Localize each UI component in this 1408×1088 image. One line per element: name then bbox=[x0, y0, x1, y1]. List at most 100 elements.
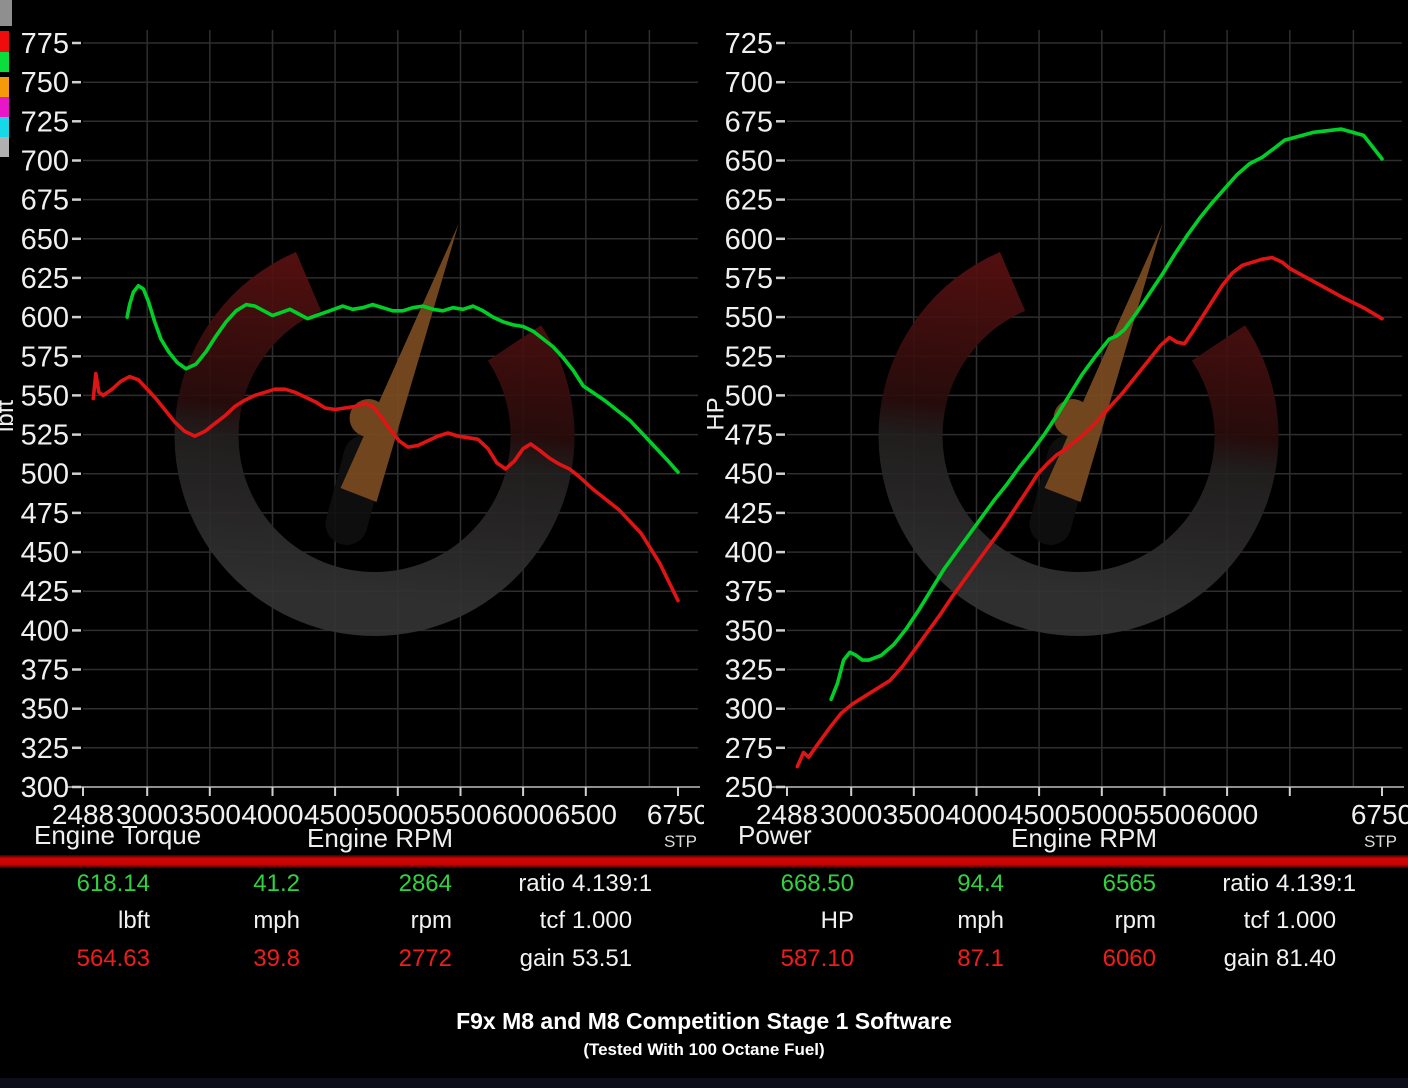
stock-power-curve bbox=[795, 255, 1384, 769]
svg-text:700: 700 bbox=[725, 67, 773, 99]
svg-text:3500: 3500 bbox=[179, 799, 241, 830]
gain-label: gain bbox=[519, 945, 565, 972]
power-base-rpm: 6060 bbox=[1102, 945, 1156, 972]
svg-text:300: 300 bbox=[21, 772, 69, 804]
svg-text:325: 325 bbox=[725, 655, 773, 687]
svg-text:5500: 5500 bbox=[1133, 799, 1195, 830]
svg-text:575: 575 bbox=[21, 341, 69, 373]
run-swatch-red[interactable] bbox=[0, 31, 9, 52]
gridlines bbox=[787, 30, 1402, 787]
tcf-label-right: tcf bbox=[1243, 907, 1269, 934]
svg-text:250: 250 bbox=[725, 772, 773, 804]
svg-text:625: 625 bbox=[725, 185, 773, 217]
svg-text:650: 650 bbox=[725, 146, 773, 178]
torque-base-value: 564.63 bbox=[76, 945, 150, 972]
torque-base-mph: 39.8 bbox=[253, 945, 300, 972]
gauge-hub-icon bbox=[349, 399, 388, 437]
speed-unit-right: mph bbox=[957, 907, 1004, 934]
svg-text:500: 500 bbox=[21, 459, 69, 491]
svg-text:600: 600 bbox=[725, 224, 773, 256]
torque-x-axis-label: Engine RPM bbox=[307, 823, 453, 853]
run-swatch-gray[interactable] bbox=[0, 137, 9, 157]
svg-text:550: 550 bbox=[21, 380, 69, 412]
svg-text:300: 300 bbox=[725, 694, 773, 726]
power-corner-label: Power bbox=[738, 820, 812, 850]
separator-bar bbox=[0, 855, 1408, 868]
torque-max-rpm: 2864 bbox=[398, 870, 452, 897]
power-base-mph: 87.1 bbox=[957, 945, 1004, 972]
svg-text:2488: 2488 bbox=[756, 799, 818, 830]
ratio-value-right: 4.139:1 bbox=[1276, 870, 1357, 897]
svg-text:700: 700 bbox=[21, 146, 69, 178]
power-chart: 2488 3000 3500 4000 4500 5000 5500 6000 6750 250 2… bbox=[725, 28, 1408, 830]
torque-corner-label: Engine Torque bbox=[34, 820, 202, 850]
run-swatch-orange[interactable] bbox=[0, 77, 9, 97]
svg-text:425: 425 bbox=[725, 498, 773, 530]
svg-text:725: 725 bbox=[21, 106, 69, 138]
tcf-value: 1.000 bbox=[572, 907, 633, 934]
svg-text:575: 575 bbox=[725, 263, 773, 295]
gain-value-right: 81.40 bbox=[1276, 945, 1337, 972]
svg-text:350: 350 bbox=[21, 694, 69, 726]
tcf-label: tcf bbox=[539, 907, 565, 934]
svg-text:500: 500 bbox=[725, 380, 773, 412]
run-swatch-magenta[interactable] bbox=[0, 97, 9, 117]
svg-text:350: 350 bbox=[725, 615, 773, 647]
gain-label-right: gain bbox=[1223, 945, 1269, 972]
ratio-label: ratio bbox=[518, 870, 565, 897]
svg-text:6750: 6750 bbox=[1351, 799, 1408, 830]
svg-text:2488: 2488 bbox=[52, 799, 114, 830]
svg-text:400: 400 bbox=[21, 615, 69, 647]
svg-text:5000: 5000 bbox=[1071, 799, 1133, 830]
window-corner-tab bbox=[0, 0, 12, 26]
power-max-value: 668.50 bbox=[780, 870, 854, 897]
run-swatch-green[interactable] bbox=[0, 52, 9, 72]
svg-text:6500: 6500 bbox=[555, 799, 617, 830]
svg-text:600: 600 bbox=[21, 302, 69, 334]
svg-text:475: 475 bbox=[21, 498, 69, 530]
power-stp-label: STP bbox=[1363, 832, 1397, 851]
svg-text:4500: 4500 bbox=[1008, 799, 1070, 830]
rpm-unit: rpm bbox=[410, 907, 452, 934]
ratio-value: 4.139:1 bbox=[572, 870, 653, 897]
svg-text:425: 425 bbox=[21, 576, 69, 608]
svg-text:375: 375 bbox=[21, 655, 69, 687]
svg-text:400: 400 bbox=[725, 537, 773, 569]
page-subtitle: (Tested With 100 Octane Fuel) bbox=[583, 1040, 825, 1059]
svg-text:675: 675 bbox=[21, 185, 69, 217]
svg-text:550: 550 bbox=[725, 302, 773, 334]
svg-text:325: 325 bbox=[21, 733, 69, 765]
power-y-axis-label: HP bbox=[702, 397, 730, 431]
svg-text:5000: 5000 bbox=[367, 799, 429, 830]
watermark-logo bbox=[174, 224, 575, 636]
stage1-power-curve bbox=[829, 127, 1384, 702]
speed-unit: mph bbox=[253, 907, 300, 934]
svg-text:725: 725 bbox=[725, 28, 773, 60]
torque-max-value: 618.14 bbox=[76, 870, 150, 897]
power-base-value: 587.10 bbox=[780, 945, 854, 972]
torque-max-mph: 41.2 bbox=[253, 870, 300, 897]
svg-text:3000: 3000 bbox=[116, 799, 178, 830]
ratio-label-right: ratio bbox=[1222, 870, 1269, 897]
torque-chart: 2488 3000 3500 4000 4500 5000 5500 6000 6500 6750… bbox=[21, 28, 704, 830]
svg-text:3000: 3000 bbox=[820, 799, 882, 830]
svg-text:450: 450 bbox=[725, 459, 773, 491]
power-max-rpm: 6565 bbox=[1102, 870, 1156, 897]
rpm-unit-right: rpm bbox=[1114, 907, 1156, 934]
svg-text:6000: 6000 bbox=[1196, 799, 1258, 830]
svg-text:4000: 4000 bbox=[241, 799, 303, 830]
svg-text:775: 775 bbox=[21, 28, 69, 60]
page-title: F9x M8 and M8 Competition Stage 1 Softwa… bbox=[456, 1008, 952, 1034]
svg-text:6000: 6000 bbox=[492, 799, 554, 830]
stock-torque-curve bbox=[91, 371, 680, 603]
svg-text:5500: 5500 bbox=[429, 799, 491, 830]
svg-text:650: 650 bbox=[21, 224, 69, 256]
run-swatch-cyan[interactable] bbox=[0, 117, 9, 137]
svg-text:450: 450 bbox=[21, 537, 69, 569]
axes: 2488 3000 3500 4000 4500 5000 5500 6000 6750 250 2… bbox=[725, 28, 1408, 830]
svg-text:475: 475 bbox=[725, 420, 773, 452]
torque-y-axis-label: lbft bbox=[0, 399, 20, 433]
gain-value: 53.51 bbox=[572, 945, 633, 972]
svg-text:750: 750 bbox=[21, 67, 69, 99]
